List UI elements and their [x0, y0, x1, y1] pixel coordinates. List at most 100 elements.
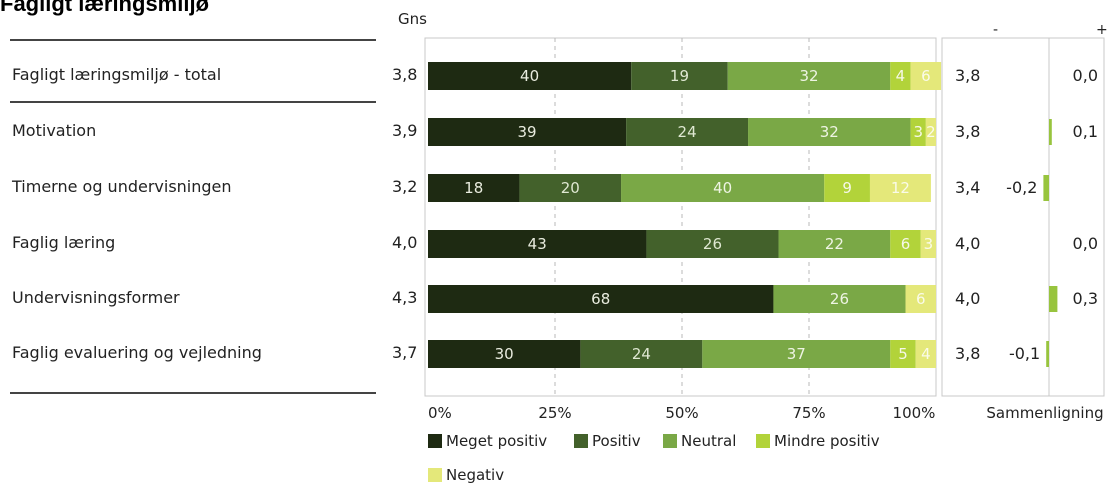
comparison-diff-label: -0,1 — [1009, 344, 1040, 363]
legend-swatch-mindre-positiv — [756, 434, 770, 448]
comparison-plus-label: + — [1096, 22, 1108, 38]
page-title: Fagligt læringsmiljø — [0, 0, 210, 16]
legend-negativ: Negativ — [428, 466, 504, 484]
category-label: Undervisningsformer — [12, 288, 180, 307]
comparison-diff-label: 0,0 — [1073, 234, 1098, 253]
gns-value: 3,9 — [392, 121, 418, 140]
bar-segment — [646, 230, 779, 258]
gns-value: 3,7 — [392, 343, 418, 362]
comparison-diff-label: 0,3 — [1073, 289, 1098, 308]
legend-swatch-negativ — [428, 468, 442, 482]
bar-data-label: 6 — [916, 290, 926, 308]
legend-meget-positiv: Meget positiv — [428, 432, 547, 450]
bar-segment — [428, 62, 632, 90]
x-tick-label: 50% — [665, 404, 698, 422]
top-divider — [10, 39, 376, 41]
bar-data-label: 30 — [495, 345, 514, 363]
bar-data-label: 18 — [464, 179, 483, 197]
x-tick-label: 100% — [893, 404, 936, 422]
bar-segment — [890, 230, 921, 258]
bar-segment — [727, 62, 891, 90]
x-tick-label: 0% — [428, 404, 452, 422]
legend-positiv: Positiv — [574, 432, 641, 450]
bar-segment — [626, 118, 749, 146]
gns-header: Gns — [398, 10, 427, 28]
comparison-bar — [1043, 175, 1049, 201]
x-tick-label: 75% — [792, 404, 825, 422]
comparison-diff-label: 0,1 — [1073, 122, 1098, 141]
bar-data-label: 22 — [825, 235, 844, 253]
bar-segment — [428, 118, 627, 146]
bar-segment — [915, 340, 936, 368]
gns-value: 3,2 — [392, 177, 418, 196]
category-label: Timerne og undervisningen — [12, 177, 232, 196]
legend-swatch-meget-positiv — [428, 434, 442, 448]
bar-data-label: 6 — [901, 235, 911, 253]
bar-data-label: 4 — [921, 345, 931, 363]
bar-segment — [702, 340, 891, 368]
bar-segment — [621, 174, 825, 202]
x-tick-label: 25% — [538, 404, 571, 422]
bar-data-label: 26 — [830, 290, 849, 308]
bar-data-label: 24 — [678, 123, 697, 141]
bar-segment — [905, 285, 936, 313]
bar-data-label: 3 — [913, 123, 923, 141]
gns-value: 3,8 — [392, 65, 418, 84]
comparison-diff-label: 0,0 — [1073, 66, 1098, 85]
bar-data-label: 39 — [518, 123, 537, 141]
comparison-bar — [1049, 286, 1058, 312]
bar-data-label: 3 — [924, 235, 934, 253]
legend-neutral: Neutral — [663, 432, 736, 450]
bar-data-label: 40 — [713, 179, 732, 197]
bar-data-label: 20 — [561, 179, 580, 197]
bar-segment — [910, 62, 942, 90]
legend-mindre-positiv: Mindre positiv — [756, 432, 880, 450]
gns-value: 4,3 — [392, 288, 418, 307]
bar-data-label: 40 — [520, 67, 539, 85]
comparison-frame — [941, 37, 1105, 397]
bar-data-label: 2 — [926, 123, 936, 141]
bar-data-label: 6 — [921, 67, 931, 85]
bar-segment — [869, 174, 931, 202]
comparison-axis-label: Sammenligning — [986, 404, 1103, 422]
comparison-diff-label: -0,2 — [1006, 178, 1037, 197]
bar-segment — [778, 230, 891, 258]
comparison-reference-value: 3,4 — [955, 178, 980, 197]
bar-segment — [773, 285, 906, 313]
bar-segment — [920, 230, 936, 258]
bar-segment — [428, 340, 581, 368]
bar-data-label: 4 — [896, 67, 906, 85]
bar-segment — [519, 174, 622, 202]
total-divider — [10, 101, 376, 103]
category-label: Faglig læring — [12, 233, 116, 252]
comparison-reference-value: 4,0 — [955, 289, 980, 308]
comparison-reference-value: 3,8 — [955, 66, 980, 85]
bar-data-label: 68 — [591, 290, 610, 308]
gns-value: 4,0 — [392, 233, 418, 252]
bar-data-label: 12 — [891, 179, 910, 197]
bar-data-label: 37 — [787, 345, 806, 363]
category-label: Faglig evaluering og vejledning — [12, 343, 262, 362]
bar-data-label: 19 — [670, 67, 689, 85]
bar-data-label: 24 — [632, 345, 651, 363]
bar-data-label: 26 — [703, 235, 722, 253]
bar-data-label: 32 — [799, 67, 818, 85]
bottom-divider — [10, 392, 376, 394]
comparison-bar — [1049, 119, 1052, 145]
bar-segment — [748, 118, 911, 146]
bar-segment — [428, 230, 647, 258]
comparison-reference-value: 3,8 — [955, 344, 980, 363]
plot-frame — [424, 37, 937, 397]
category-label: Fagligt læringsmiljø - total — [12, 65, 222, 84]
bar-data-label: 5 — [898, 345, 908, 363]
category-label: Motivation — [12, 121, 97, 140]
legend-swatch-positiv — [574, 434, 588, 448]
legend-swatch-neutral — [663, 434, 677, 448]
bar-segment — [910, 118, 926, 146]
comparison-reference-value: 3,8 — [955, 122, 980, 141]
comparison-reference-value: 4,0 — [955, 234, 980, 253]
bar-segment — [631, 62, 728, 90]
bar-segment — [428, 285, 774, 313]
bar-segment — [428, 174, 520, 202]
bar-segment — [890, 62, 911, 90]
